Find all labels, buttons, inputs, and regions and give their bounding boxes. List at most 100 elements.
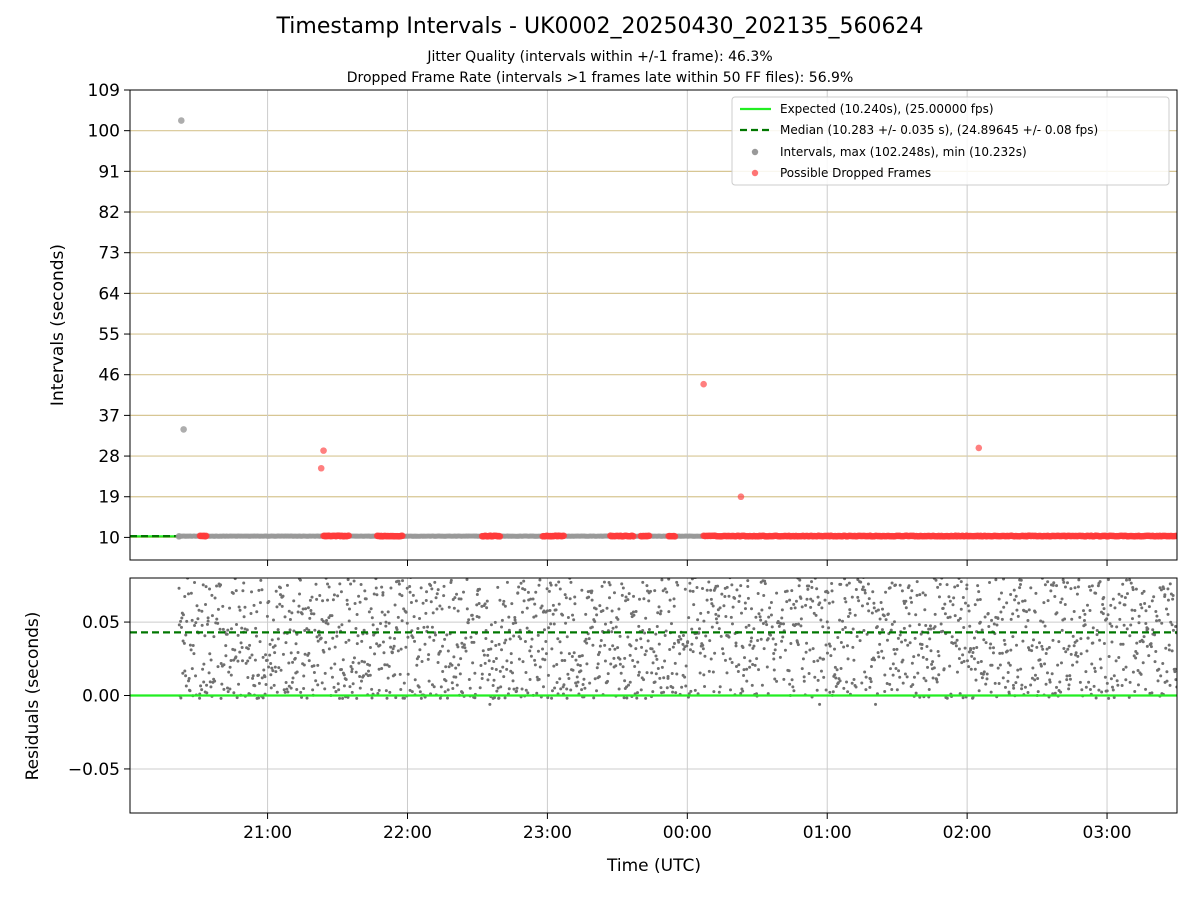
residual-point — [389, 586, 393, 590]
residual-point — [235, 623, 239, 627]
residual-point — [411, 593, 415, 597]
residual-point — [808, 648, 812, 652]
residual-point — [727, 635, 731, 639]
residual-point — [699, 611, 703, 615]
residual-point — [297, 604, 301, 608]
residual-point — [576, 663, 580, 667]
residual-point — [854, 685, 858, 689]
residual-point — [505, 580, 509, 584]
residual-point — [270, 638, 274, 642]
residual-point — [209, 685, 213, 689]
residual-point — [1115, 572, 1118, 575]
residual-point — [584, 612, 588, 616]
residual-point — [925, 645, 929, 649]
dropped-frame-point — [630, 533, 637, 540]
residual-point — [990, 663, 994, 667]
residual-point — [802, 675, 806, 679]
residual-point — [716, 608, 720, 612]
residual-point — [425, 590, 429, 594]
residual-point — [209, 658, 213, 662]
residual-point — [673, 661, 677, 665]
residual-point — [257, 588, 261, 592]
residual-point — [1149, 642, 1153, 646]
residual-point — [306, 606, 310, 610]
residual-point — [714, 612, 718, 616]
residual-point — [508, 637, 512, 641]
residual-point — [1065, 674, 1069, 678]
residual-point — [646, 639, 650, 643]
residual-point — [675, 580, 679, 584]
residual-point — [1033, 678, 1037, 682]
residual-point — [883, 690, 887, 694]
residual-point — [292, 599, 296, 603]
residual-point — [1081, 566, 1084, 569]
residual-point — [525, 626, 529, 630]
residual-point — [183, 669, 187, 673]
residual-point — [410, 690, 414, 694]
residual-point — [393, 673, 397, 677]
residual-point — [303, 628, 307, 632]
residual-point — [533, 602, 537, 606]
residual-point — [552, 622, 556, 626]
residual-point — [324, 640, 328, 644]
residual-point — [913, 636, 917, 640]
residual-point — [472, 640, 476, 644]
residual-point — [558, 677, 562, 681]
residual-point — [627, 592, 631, 596]
residual-point — [1070, 617, 1074, 621]
interval-point — [180, 426, 187, 433]
residual-point — [1134, 656, 1138, 660]
residual-point — [984, 641, 988, 645]
residual-point — [724, 615, 728, 619]
residual-point — [970, 654, 974, 658]
residual-point — [570, 654, 574, 658]
residual-point — [452, 655, 456, 659]
residual-point — [1030, 676, 1034, 680]
residual-point — [242, 615, 246, 619]
residual-point — [1170, 649, 1174, 653]
residual-point — [302, 686, 306, 690]
residual-point — [709, 597, 713, 601]
residual-point — [708, 639, 712, 643]
residual-point — [651, 661, 655, 665]
residual-point — [198, 696, 202, 700]
residual-point — [642, 597, 646, 601]
residual-point — [840, 619, 844, 623]
residual-point — [888, 586, 892, 590]
residual-point — [756, 638, 760, 642]
residual-point — [885, 638, 889, 642]
residual-point — [450, 663, 454, 667]
residual-point — [625, 685, 629, 689]
residual-point — [770, 625, 774, 629]
residual-point — [241, 659, 245, 663]
residual-point — [1130, 608, 1134, 612]
residual-point — [658, 676, 662, 680]
residual-point — [687, 616, 691, 620]
residual-point — [1094, 591, 1098, 595]
residual-point — [368, 673, 372, 677]
residual-point — [669, 622, 673, 626]
residual-point — [879, 568, 882, 571]
residual-point — [593, 677, 597, 681]
residual-point — [651, 690, 655, 694]
residual-point — [678, 575, 681, 578]
residual-point — [399, 687, 403, 691]
residual-point — [892, 620, 896, 624]
residual-point — [1023, 685, 1027, 689]
residual-point — [765, 571, 768, 574]
residual-point — [323, 671, 327, 675]
residual-point — [195, 573, 198, 576]
residual-point — [434, 633, 438, 637]
residual-point — [1048, 678, 1052, 682]
residual-point — [641, 628, 645, 632]
residual-point — [542, 628, 546, 632]
residual-point — [1048, 680, 1052, 684]
residual-point — [955, 638, 959, 642]
residual-point — [1033, 572, 1036, 575]
residual-point — [1014, 594, 1018, 598]
residual-point — [567, 677, 571, 681]
residual-point — [818, 702, 822, 706]
residual-point — [1106, 578, 1110, 582]
residual-point — [534, 590, 538, 594]
residual-point — [976, 584, 980, 588]
